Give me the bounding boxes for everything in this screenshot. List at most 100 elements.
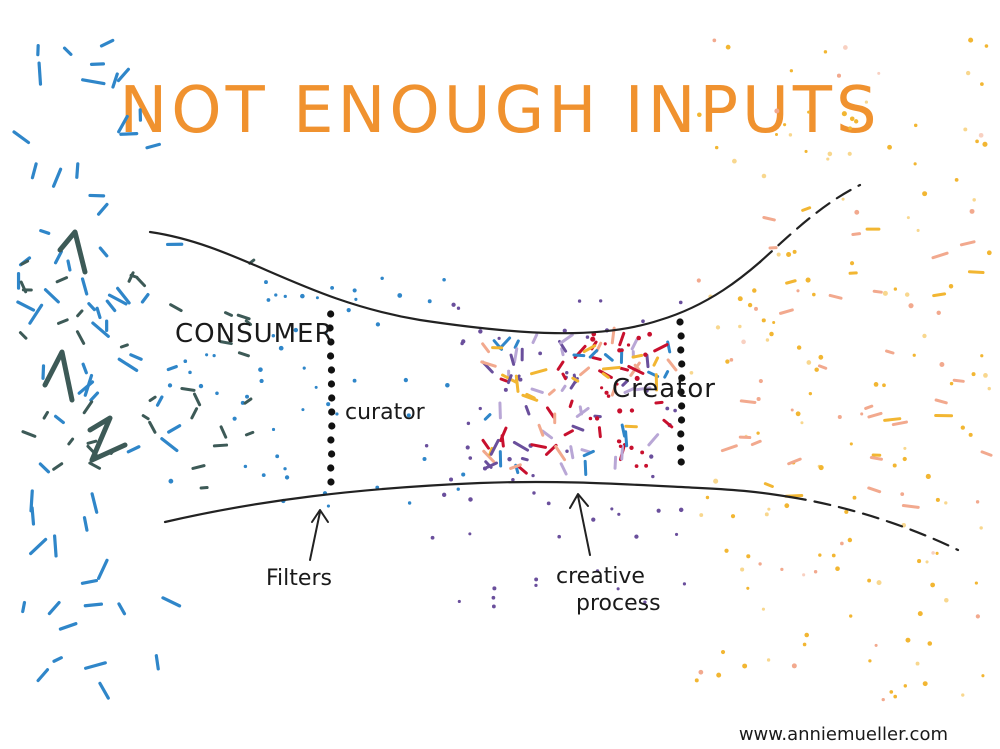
curated-particles [424,299,687,609]
particle-dot [979,526,983,530]
particle-dash [117,357,139,372]
particle-dash [560,384,567,392]
particle-dash [561,372,567,381]
particle-dot [629,408,635,413]
particle-dot [826,157,830,161]
particle-dash [980,450,993,457]
particle-dash [91,321,110,338]
particle-dot [804,149,808,153]
particle-dot [796,289,800,293]
particle-dash [967,270,985,275]
particle-dash [43,288,60,304]
particle-dot [271,427,276,432]
particle-dot [511,477,515,482]
particle-dot [665,406,670,411]
particle-dot [441,492,447,497]
particle-dash [506,374,513,385]
filter-dot [677,332,685,340]
filter-dot [677,416,686,424]
particle-dash [864,404,874,410]
particle-dash [482,449,496,464]
particle-dot [503,387,508,392]
particle-dot [212,354,216,358]
particle-dash [89,391,100,402]
particle-dot [468,456,473,460]
particle-dot [867,578,872,583]
filter-dot [327,366,336,374]
particle-dot [961,693,965,697]
particle-dash [180,387,196,392]
particle-dot [774,108,780,114]
particle-dot [986,250,992,256]
creative-process-label-line2: process [576,591,661,616]
particle-dot [742,663,748,669]
filter-dot [328,394,336,402]
particle-dot [266,298,271,302]
particle-dot [445,382,450,388]
particle-dot [649,454,654,459]
particle-dot [565,371,569,375]
particle-dot [740,567,745,572]
particle-dash [140,293,150,304]
particle-dot [954,178,959,182]
particle-dash [55,276,69,284]
particle-dot [887,144,892,150]
particle-dot [424,444,429,448]
particle-dot [354,297,358,301]
particle-dot [422,456,427,462]
particle-dot [538,351,543,356]
particle-dash [483,413,492,421]
particle-dash [645,353,650,369]
particle-dot [881,697,885,702]
particle-dot [841,197,845,201]
particle-dot [492,586,497,591]
filter-dot [677,346,685,354]
filter-dot [327,338,335,346]
particle-dot [854,119,859,124]
particle-dot [892,463,897,468]
particle-dot [876,580,882,586]
particle-dot [849,261,855,266]
particle-dot [939,362,945,367]
filter-dot [678,374,686,382]
particle-dot [922,681,928,687]
particle-dash [647,433,660,447]
particle-dot [335,412,339,416]
particle-dash [582,344,597,354]
particle-dash [53,250,63,265]
particle-dot [802,573,806,577]
particle-dot [507,456,512,462]
particle-dash [869,456,883,461]
particle-dot [738,324,742,329]
particle-dot [682,582,687,586]
particle-dot [205,353,209,357]
particle-dot [814,367,819,372]
particle-dot [714,145,719,150]
particle-dot [284,475,290,480]
particle-dash [652,356,660,367]
particle-dash [67,437,75,446]
particle-dot [600,386,604,390]
particle-dash [167,424,182,434]
particle-dot [758,562,762,566]
particle-dot [674,532,679,536]
particle-dash [851,232,862,237]
particle-dash [514,374,520,393]
particle-dash [720,444,738,453]
particle-dot [783,123,787,127]
particle-dash [901,504,920,509]
particle-dash [763,482,774,488]
curator-label: curator [345,400,426,425]
particle-dot [922,191,928,197]
particle-dot [617,408,623,414]
particle-dash [141,414,150,421]
particle-dot [972,198,976,202]
particle-dot [715,325,721,330]
particle-dash [663,370,670,379]
particle-dash [801,206,812,212]
particle-dot [725,44,731,50]
particle-dash [572,353,586,358]
particle-dot [868,659,872,663]
particle-dash [530,368,548,376]
particle-dot [769,331,774,337]
